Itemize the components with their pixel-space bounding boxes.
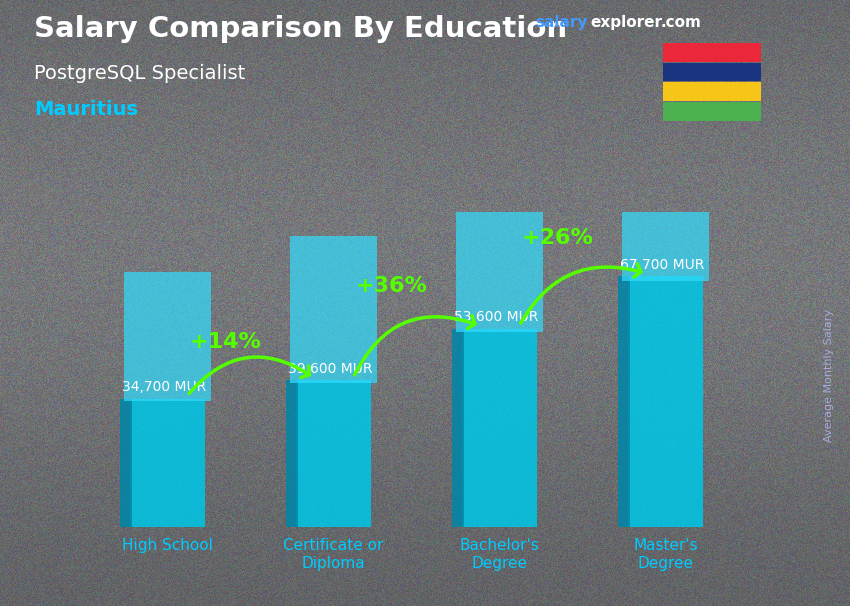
Bar xyxy=(622,30,709,281)
Text: 53,600 MUR: 53,600 MUR xyxy=(454,310,538,324)
Bar xyxy=(663,102,761,121)
Bar xyxy=(291,236,377,383)
Bar xyxy=(286,381,298,527)
Bar xyxy=(663,82,761,101)
Bar xyxy=(124,272,211,401)
Bar xyxy=(462,328,537,527)
Bar xyxy=(628,276,703,527)
Text: Salary Comparison By Education: Salary Comparison By Education xyxy=(34,15,567,43)
Bar xyxy=(618,276,630,527)
Bar xyxy=(296,381,371,527)
Text: 67,700 MUR: 67,700 MUR xyxy=(620,258,705,271)
Text: Average Monthly Salary: Average Monthly Salary xyxy=(824,309,834,442)
Bar xyxy=(663,43,761,62)
Text: Mauritius: Mauritius xyxy=(34,100,138,119)
Text: +36%: +36% xyxy=(355,276,428,296)
Text: salary: salary xyxy=(536,15,588,30)
Text: explorer: explorer xyxy=(591,15,663,30)
Text: +14%: +14% xyxy=(190,332,262,352)
Bar xyxy=(130,399,205,527)
Text: 34,700 MUR: 34,700 MUR xyxy=(122,380,206,394)
Bar xyxy=(663,62,761,81)
Text: PostgreSQL Specialist: PostgreSQL Specialist xyxy=(34,64,246,82)
Bar xyxy=(452,328,464,527)
Text: 39,600 MUR: 39,600 MUR xyxy=(288,362,372,376)
Bar xyxy=(120,399,132,527)
Bar xyxy=(456,133,542,332)
Text: +26%: +26% xyxy=(522,228,593,248)
Text: .com: .com xyxy=(660,15,701,30)
